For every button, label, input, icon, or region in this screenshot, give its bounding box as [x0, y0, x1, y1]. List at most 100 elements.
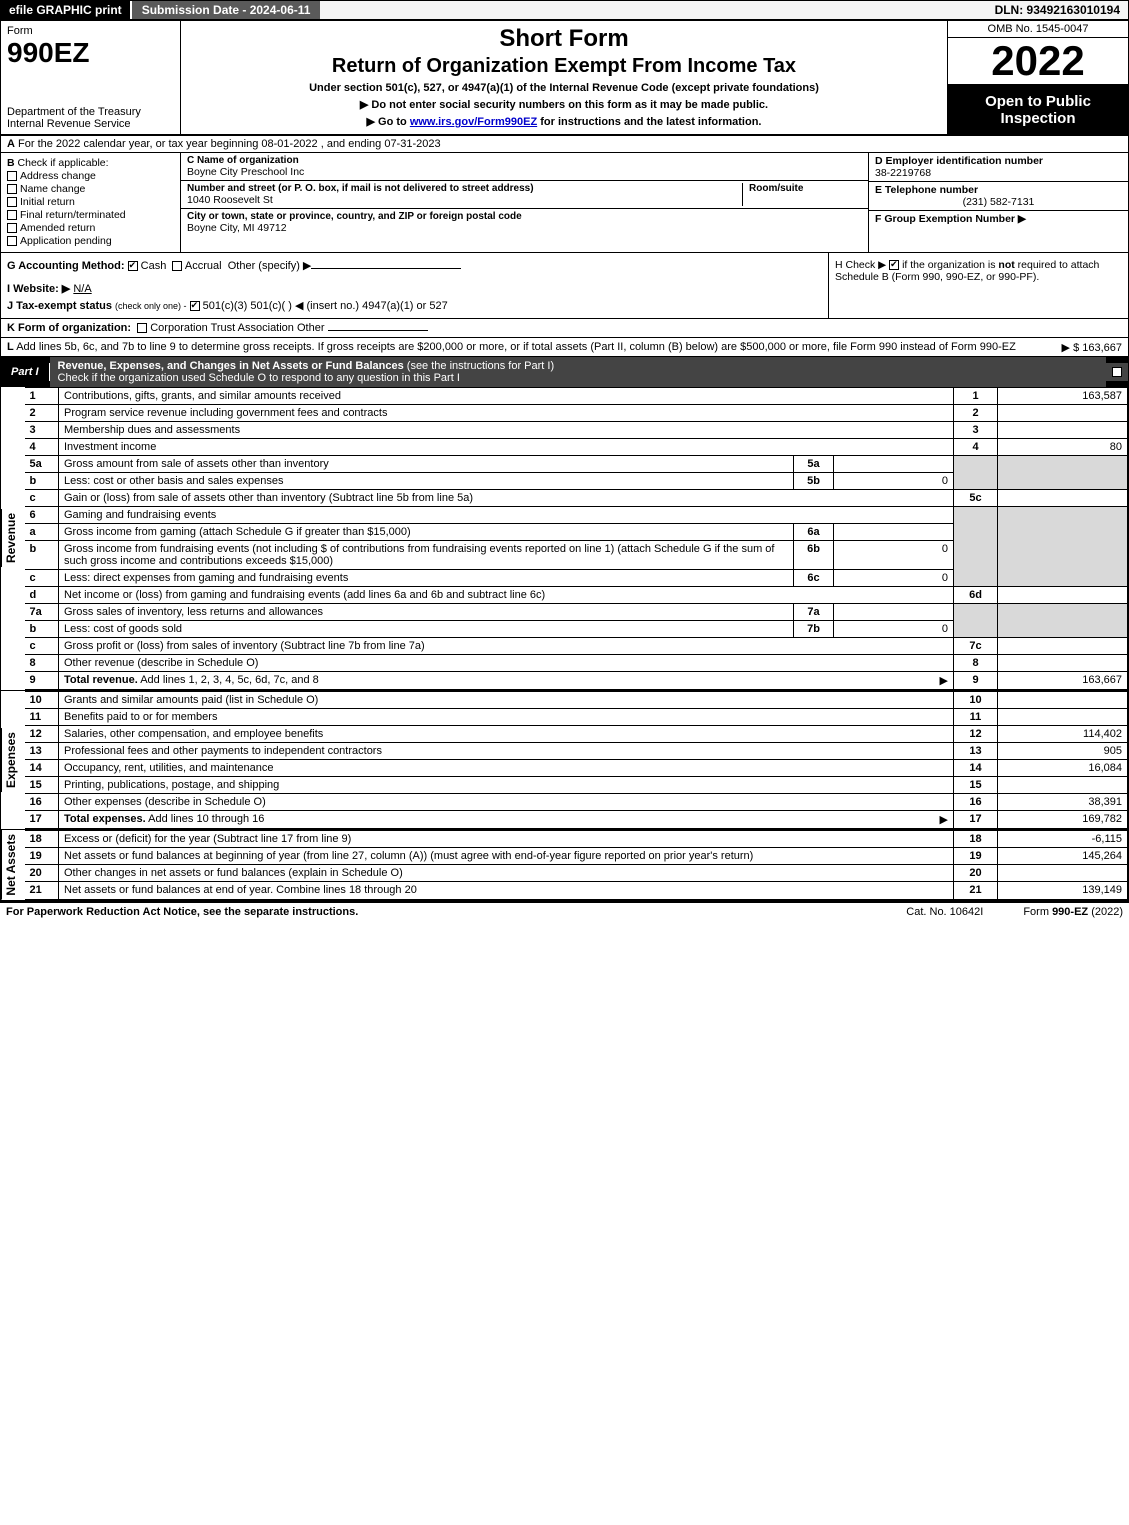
- omb-number: OMB No. 1545-0047: [948, 21, 1128, 38]
- line-9-desc-b: Total revenue.: [64, 674, 138, 686]
- c-street-value: 1040 Roosevelt St: [187, 194, 273, 206]
- c-name-label: C Name of organization: [187, 155, 862, 166]
- line-10-desc: Grants and similar amounts paid (list in…: [64, 694, 318, 706]
- line-5a-subref: 5a: [794, 456, 834, 473]
- efile-label: efile GRAPHIC print: [1, 1, 130, 19]
- line-7b-num: b: [30, 623, 37, 635]
- line-5a-subval: [834, 456, 954, 473]
- line-7c-val: [998, 638, 1128, 655]
- line-6-desc: Gaming and fundraising events: [64, 509, 216, 521]
- line-19-num: 19: [30, 850, 42, 862]
- line-19-desc: Net assets or fund balances at beginning…: [64, 850, 753, 862]
- irs-link[interactable]: www.irs.gov/Form990EZ: [410, 116, 537, 128]
- c-city-label: City or town, state or province, country…: [187, 211, 522, 222]
- row-a-text: For the 2022 calendar year, or tax year …: [18, 138, 441, 150]
- j-label: J Tax-exempt status: [7, 300, 112, 312]
- line-5-shade-val: [998, 456, 1128, 490]
- line-3-val: [998, 422, 1128, 439]
- line-5c-ref: 5c: [954, 490, 998, 507]
- line-8: 8 Other revenue (describe in Schedule O)…: [25, 655, 1128, 672]
- line-9-val: 163,667: [998, 672, 1128, 690]
- line-12-num: 12: [30, 728, 42, 740]
- k-other-line[interactable]: [328, 330, 428, 331]
- chk-501c3[interactable]: [190, 301, 200, 311]
- d-ein: D Employer identification number 38-2219…: [869, 153, 1128, 182]
- chk-corp[interactable]: [137, 323, 147, 333]
- main-title: Return of Organization Exempt From Incom…: [189, 55, 939, 78]
- c-name-value: Boyne City Preschool Inc: [187, 166, 304, 178]
- line-10: 10 Grants and similar amounts paid (list…: [25, 692, 1128, 709]
- chk-application-pending[interactable]: Application pending: [7, 235, 174, 247]
- j-sub: (check only one) ‑: [115, 301, 187, 311]
- line-13-val: 905: [998, 743, 1128, 760]
- part-1-header: Part I Revenue, Expenses, and Changes in…: [1, 357, 1128, 387]
- line-18: 18 Excess or (deficit) for the year (Sub…: [25, 831, 1128, 848]
- part-1-title-rest: (see the instructions for Part I): [404, 360, 554, 372]
- line-7c-desc: Gross profit or (loss) from sales of inv…: [64, 640, 425, 652]
- line-6: 6 Gaming and fundraising events: [25, 507, 1128, 524]
- line-17-desc: Add lines 10 through 16: [146, 813, 265, 825]
- col-b: B Check if applicable: Address change Na…: [1, 153, 181, 252]
- chk-schedule-o[interactable]: [1112, 367, 1122, 377]
- line-6b-desc: Gross income from fundraising events (no…: [64, 543, 774, 567]
- form-container: efile GRAPHIC print Submission Date - 20…: [0, 0, 1129, 903]
- c-city-row: City or town, state or province, country…: [181, 209, 868, 252]
- chk-address-change-label: Address change: [20, 170, 96, 182]
- chk-application-pending-label: Application pending: [20, 235, 112, 247]
- line-6a-num: a: [30, 526, 36, 538]
- line-11-ref: 11: [954, 709, 998, 726]
- chk-name-change[interactable]: Name change: [7, 183, 174, 195]
- line-9-desc: Add lines 1, 2, 3, 4, 5c, 6d, 7c, and 8: [138, 674, 319, 686]
- line-12-desc: Salaries, other compensation, and employ…: [64, 728, 323, 740]
- line-11-val: [998, 709, 1128, 726]
- line-13-num: 13: [30, 745, 42, 757]
- line-17-desc-b: Total expenses.: [64, 813, 146, 825]
- line-1-num: 1: [30, 390, 36, 402]
- line-15-desc: Printing, publications, postage, and shi…: [64, 779, 279, 791]
- header-right: OMB No. 1545-0047 2022 Open to Public In…: [948, 21, 1128, 134]
- h-not: not: [998, 259, 1014, 271]
- part-1-title-bold: Revenue, Expenses, and Changes in Net As…: [58, 360, 404, 372]
- line-13-ref: 13: [954, 743, 998, 760]
- chk-address-change[interactable]: Address change: [7, 170, 174, 182]
- chk-initial-return[interactable]: Initial return: [7, 196, 174, 208]
- netassets-section: Net Assets 18 Excess or (deficit) for th…: [1, 830, 1128, 902]
- line-21-val: 139,149: [998, 882, 1128, 899]
- revenue-section: Revenue 1 Contributions, gifts, grants, …: [1, 387, 1128, 691]
- open-inspection: Open to Public Inspection: [948, 85, 1128, 134]
- d-ein-label: D Employer identification number: [875, 155, 1043, 167]
- line-20-ref: 20: [954, 865, 998, 882]
- line-3-desc: Membership dues and assessments: [64, 424, 240, 436]
- page-footer: For Paperwork Reduction Act Notice, see …: [0, 903, 1129, 921]
- line-7c-ref: 7c: [954, 638, 998, 655]
- line-21-num: 21: [30, 884, 42, 896]
- chk-final-return[interactable]: Final return/terminated: [7, 209, 174, 221]
- expenses-table: 10 Grants and similar amounts paid (list…: [25, 691, 1129, 829]
- footer-right-b: 990-EZ: [1052, 906, 1088, 918]
- line-1-val: 163,587: [998, 388, 1128, 405]
- line-5c-num: c: [30, 492, 36, 504]
- e-tel-label: E Telephone number: [875, 184, 978, 196]
- line-6a-subref: 6a: [794, 524, 834, 541]
- line-6d-val: [998, 587, 1128, 604]
- line-2-num: 2: [30, 407, 36, 419]
- chk-h[interactable]: [889, 260, 899, 270]
- line-19: 19 Net assets or fund balances at beginn…: [25, 848, 1128, 865]
- chk-amended-return[interactable]: Amended return: [7, 222, 174, 234]
- line-6b-subref: 6b: [794, 541, 834, 570]
- chk-accrual[interactable]: [172, 261, 182, 271]
- line-5c-desc: Gain or (loss) from sale of assets other…: [64, 492, 473, 504]
- line-6b-subval: 0: [834, 541, 954, 570]
- chk-cash[interactable]: [128, 261, 138, 271]
- line-2-val: [998, 405, 1128, 422]
- line-8-desc: Other revenue (describe in Schedule O): [64, 657, 258, 669]
- h-post: if the organization is: [902, 259, 998, 271]
- line-17-ref: 17: [954, 811, 998, 829]
- chk-final-return-label: Final return/terminated: [20, 209, 126, 221]
- line-16-num: 16: [30, 796, 42, 808]
- c-room-label: Room/suite: [749, 183, 862, 194]
- line-8-val: [998, 655, 1128, 672]
- expenses-section: Expenses 10 Grants and similar amounts p…: [1, 691, 1128, 830]
- g-other-line[interactable]: [311, 268, 461, 269]
- footer-right-post: (2022): [1088, 906, 1123, 918]
